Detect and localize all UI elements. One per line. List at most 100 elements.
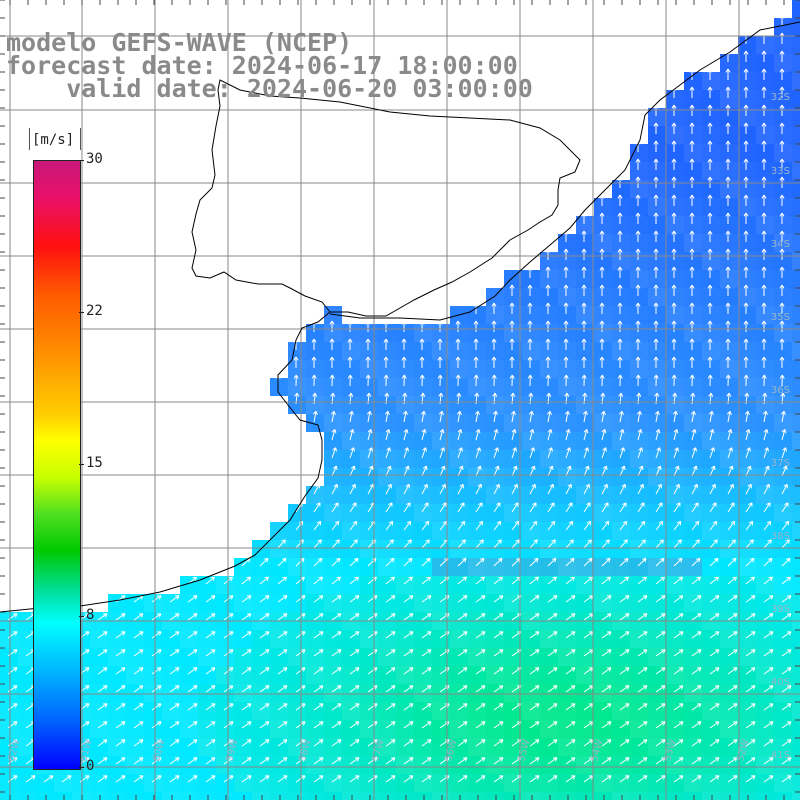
ocean-cell [594, 486, 612, 504]
wind-arrow [673, 649, 684, 657]
wind-arrow [565, 576, 575, 585]
ocean-cell [720, 270, 738, 288]
wind-arrow [403, 557, 413, 567]
ocean-cell [720, 360, 738, 378]
ocean-cell [792, 468, 800, 486]
ocean-cell [666, 324, 684, 342]
wind-arrow [691, 595, 702, 603]
wind-arrow [313, 483, 320, 495]
wind-arrow [187, 739, 198, 747]
wind-arrow [637, 739, 648, 747]
wind-arrow [547, 667, 558, 675]
wind-arrow [779, 284, 785, 296]
ocean-cell [702, 342, 720, 360]
wind-arrow [581, 356, 587, 368]
ocean-cell [684, 72, 702, 90]
ocean-cell [288, 342, 306, 360]
wind-arrow [779, 374, 785, 387]
ocean-cell [576, 432, 594, 450]
ocean-cell [306, 522, 324, 540]
wind-arrow [619, 447, 625, 459]
ocean-cell [540, 342, 558, 360]
wind-arrow [385, 775, 396, 783]
wind-arrow [599, 230, 605, 242]
ocean-cell [774, 522, 792, 540]
ocean-cell [504, 792, 522, 800]
wind-arrow [691, 667, 702, 675]
wind-arrow [707, 284, 713, 296]
wind-arrow [761, 356, 767, 368]
wind-arrow [457, 667, 468, 675]
wind-arrow [97, 757, 108, 765]
ocean-cell [396, 486, 414, 504]
wind-arrow [689, 68, 695, 80]
ocean-cell [684, 414, 702, 432]
ocean-cell [702, 540, 720, 558]
ocean-cell [720, 162, 738, 180]
wind-arrow [421, 576, 431, 585]
ocean-cell [612, 486, 630, 504]
wind-arrow [367, 483, 374, 495]
ocean-cell [18, 792, 36, 800]
ocean-cell [180, 792, 198, 800]
wind-arrow [779, 230, 785, 242]
ocean-cell [576, 378, 594, 396]
wind-arrow [457, 613, 468, 621]
wind-arrow [491, 302, 497, 314]
wind-arrow [727, 447, 733, 459]
ocean-cell [684, 396, 702, 414]
wind-arrow [151, 757, 162, 765]
wind-arrow [655, 631, 666, 639]
ocean-cell [630, 396, 648, 414]
ocean-cell [774, 414, 792, 432]
ocean-cell [468, 432, 486, 450]
ocean-cell [594, 378, 612, 396]
ocean-cell [666, 162, 684, 180]
wind-arrow [673, 447, 679, 459]
wind-arrow [493, 775, 504, 783]
wind-arrow [779, 338, 785, 350]
wind-arrow [761, 320, 767, 332]
ocean-cell [774, 486, 792, 504]
wind-arrow [565, 721, 576, 729]
wind-arrow [635, 284, 641, 296]
wind-arrow [779, 194, 785, 206]
ocean-cell [738, 522, 756, 540]
wind-arrow [709, 721, 720, 729]
wind-arrow [509, 320, 515, 332]
legend-tick-30: 30 [86, 151, 103, 167]
ocean-cell [684, 270, 702, 288]
wind-arrow [241, 685, 252, 693]
ocean-cell [342, 378, 360, 396]
ocean-cell [630, 252, 648, 270]
wind-arrow [743, 302, 749, 314]
wind-arrow [599, 356, 605, 368]
ocean-cell [450, 468, 468, 486]
ocean-cell [378, 378, 396, 396]
legend-tick-0: 0 [86, 758, 95, 774]
wind-arrow [565, 539, 574, 549]
wind-arrow [745, 539, 754, 549]
wind-arrow [707, 158, 713, 170]
ocean-cell [684, 450, 702, 468]
wind-arrow [241, 721, 252, 729]
ocean-cell [666, 792, 684, 800]
wind-arrow [689, 86, 695, 98]
ocean-cell [648, 144, 666, 162]
wind-arrow [743, 356, 749, 368]
wind-arrow [313, 685, 324, 693]
wind-arrow [655, 667, 666, 675]
wind-arrow [781, 502, 789, 513]
ocean-cell [414, 432, 432, 450]
ocean-cell [684, 360, 702, 378]
ocean-cell [432, 396, 450, 414]
wind-arrow [743, 158, 749, 170]
ocean-cell [558, 234, 576, 252]
wind-arrow [779, 158, 785, 170]
wind-arrow [601, 595, 612, 603]
ocean-cell [396, 468, 414, 486]
wind-arrow [655, 539, 664, 549]
wind-arrow [763, 465, 770, 477]
wind-arrow [97, 703, 108, 711]
wind-arrow [601, 502, 609, 513]
